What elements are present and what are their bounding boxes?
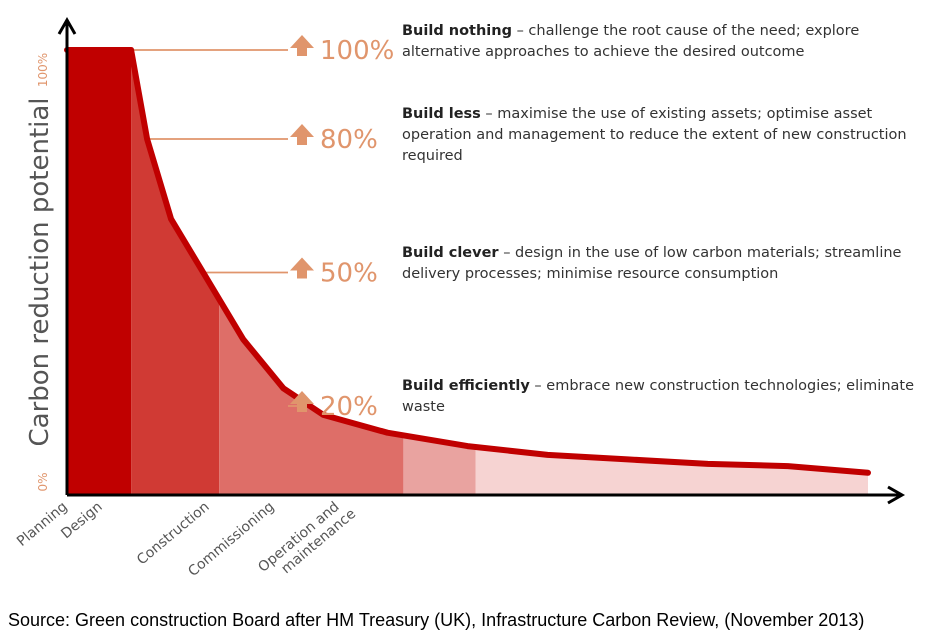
annotation-title: Build efficiently — [402, 378, 530, 394]
annotation-text: – design in the use of low carbon materi… — [402, 245, 902, 282]
annotation-title: Build clever — [402, 245, 499, 261]
annotation-build-less: Build less – maximise the use of existin… — [402, 104, 922, 167]
annotation-text: – maximise the use of existing assets; o… — [402, 106, 907, 164]
curve-layer — [64, 47, 871, 476]
up-arrow-icon — [290, 124, 314, 145]
axes — [57, 16, 906, 505]
y-tick-top: 100% — [36, 53, 50, 87]
stage-fill-0 — [67, 50, 132, 495]
stage-fill-2 — [219, 299, 404, 495]
y-axis-label: Carbon reduction potential — [25, 97, 55, 446]
up-arrow-icon — [290, 257, 314, 279]
annotation-build-clever: Build clever – design in the use of low … — [402, 243, 922, 285]
annotation-text: – challenge the root cause of the need; … — [402, 23, 860, 60]
level-percent-0: 100% — [320, 36, 394, 66]
annotation-text: – embrace new construction technologies;… — [402, 378, 915, 415]
x-axis-arrow-icon — [887, 485, 906, 505]
up-arrow-icon — [290, 35, 314, 56]
level-markers: 100% 80% 50% 20% — [290, 35, 394, 422]
y-tick-bottom: 0% — [36, 472, 50, 491]
up-arrow-icon — [290, 391, 314, 412]
stage-label-line: Planning — [14, 499, 70, 550]
stage-fill-3 — [403, 435, 476, 495]
annotation-build-nothing: Build nothing – challenge the root cause… — [402, 21, 922, 63]
y-labels: Carbon reduction potential 100% 0% — [25, 53, 55, 492]
annotation-title: Build less — [402, 106, 481, 122]
source-caption: Source: Green construction Board after H… — [8, 610, 865, 630]
y-axis-arrow-icon — [57, 16, 77, 35]
level-percent-1: 80% — [320, 125, 378, 155]
level-percent-2: 50% — [320, 259, 378, 289]
annotation-build-efficiently: Build efficiently – embrace new construc… — [402, 376, 922, 418]
stage-label-0: Planning — [14, 499, 70, 550]
curve-line — [64, 47, 871, 476]
level-percent-3: 20% — [320, 392, 378, 422]
annotation-title: Build nothing — [402, 23, 512, 39]
